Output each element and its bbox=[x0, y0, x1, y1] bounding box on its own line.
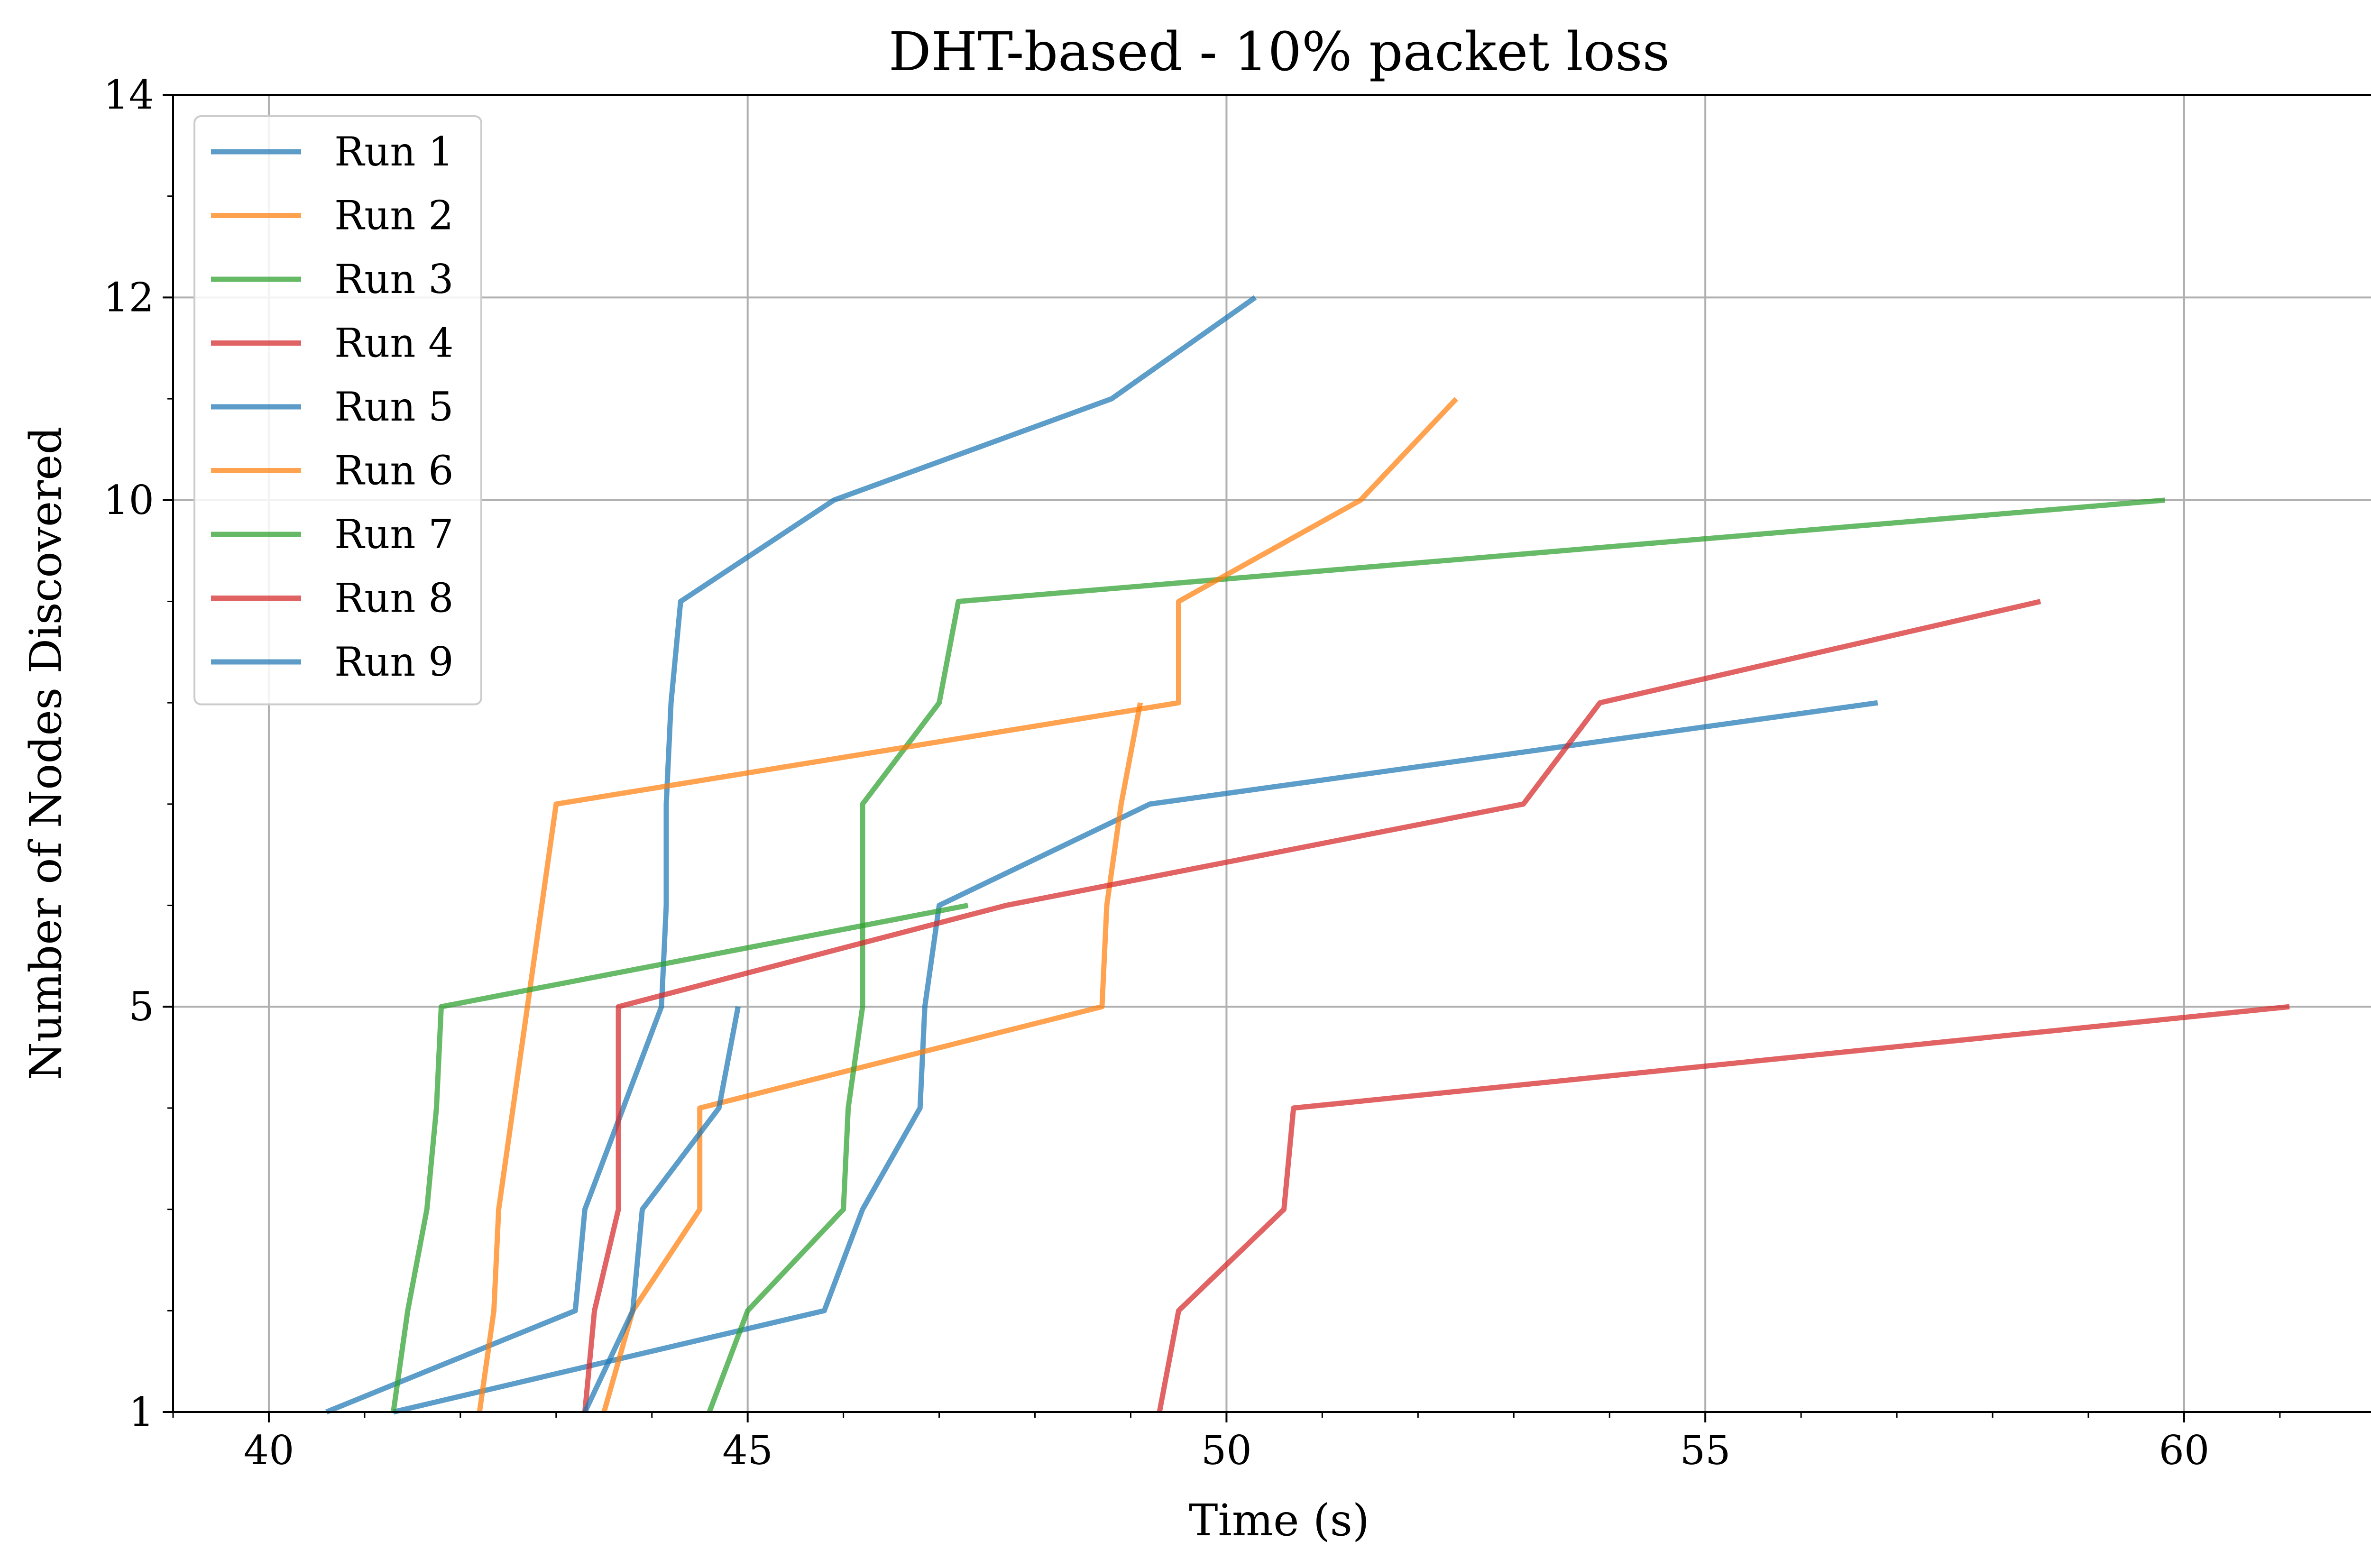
x-tick-label: 60 bbox=[2159, 1427, 2209, 1474]
y-tick-label: 10 bbox=[103, 477, 154, 523]
y-tick-label: 1 bbox=[129, 1389, 154, 1435]
legend-label: Run 2 bbox=[334, 193, 454, 239]
axis-ticks: 40 45 50 55 60 1 5 10 12 14 bbox=[103, 72, 2281, 1474]
legend-box bbox=[193, 115, 482, 706]
legend-label: Run 5 bbox=[334, 384, 454, 430]
series-line-run-2 bbox=[601, 702, 1143, 1413]
legend-label: Run 7 bbox=[334, 511, 454, 558]
x-tick-label: 40 bbox=[244, 1427, 294, 1474]
series-line-run-1 bbox=[393, 700, 1878, 1415]
series-line-run-3 bbox=[707, 497, 2165, 1413]
y-tick-label: 14 bbox=[103, 72, 154, 118]
series-line-run-8 bbox=[582, 599, 2041, 1412]
legend-label: Run 9 bbox=[334, 639, 454, 685]
y-axis-label: Number of Nodes Discovered bbox=[20, 427, 71, 1081]
series-line-run-5 bbox=[325, 295, 1257, 1415]
legend: Run 1 Run 2 Run 3 Run 4 Run 5 Run 6 Run 7 Run 8… bbox=[193, 115, 482, 706]
legend-label: Run 8 bbox=[334, 575, 454, 622]
series-line-run-7 bbox=[391, 903, 969, 1412]
legend-label: Run 6 bbox=[334, 448, 454, 494]
legend-label: Run 4 bbox=[334, 320, 454, 367]
x-axis-label: Time (s) bbox=[1189, 1495, 1369, 1546]
plot-series bbox=[325, 295, 2290, 1415]
series-line-run-4 bbox=[1157, 1004, 2290, 1413]
x-tick-label: 50 bbox=[1201, 1427, 1252, 1474]
chart-title: DHT-based - 10% packet loss bbox=[889, 21, 1670, 83]
series-line-run-9 bbox=[582, 1006, 741, 1413]
plot-frame bbox=[172, 94, 2371, 1413]
legend-label: Run 3 bbox=[334, 256, 454, 303]
x-tick-label: 45 bbox=[722, 1427, 773, 1474]
legend-label: Run 1 bbox=[334, 128, 454, 175]
gridlines bbox=[173, 94, 2371, 1413]
y-tick-label: 5 bbox=[129, 983, 154, 1030]
x-tick-label: 55 bbox=[1680, 1427, 1731, 1474]
series-line-run-6 bbox=[477, 397, 1459, 1412]
y-tick-label: 12 bbox=[103, 274, 154, 321]
